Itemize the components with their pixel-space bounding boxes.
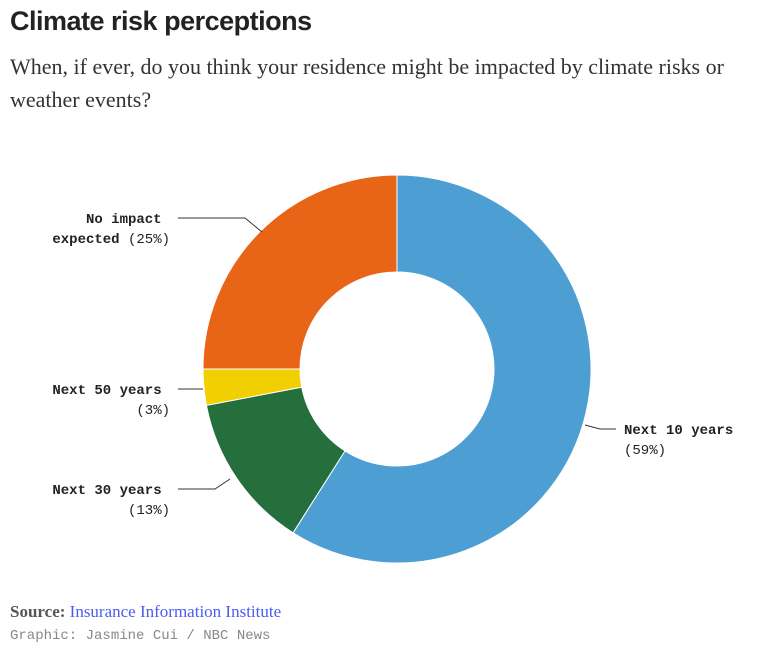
- leader-no-impact: [178, 217, 263, 233]
- leader-next-30: [178, 478, 231, 490]
- graphic-credit: Graphic: Jasmine Cui / NBC News: [10, 628, 271, 644]
- label-next-30: Next 30 years (13%): [52, 483, 170, 519]
- slice-no-impact: [202, 174, 398, 370]
- slice-next-10-years: [292, 174, 592, 564]
- chart-subtitle: When, if ever, do you think your residen…: [10, 54, 724, 112]
- leader-next-10: [584, 424, 616, 430]
- source-line: Source: Insurance Information Institute: [10, 602, 281, 622]
- source-link[interactable]: Insurance Information Institute: [69, 602, 282, 621]
- chart-title: Climate risk perceptions: [10, 6, 312, 36]
- label-no-impact: No impact expected (25%): [52, 212, 170, 248]
- label-next-10: Next 10 years (59%): [624, 423, 742, 459]
- label-next-50: Next 50 years (3%): [52, 383, 170, 419]
- source-label: Source:: [10, 602, 66, 621]
